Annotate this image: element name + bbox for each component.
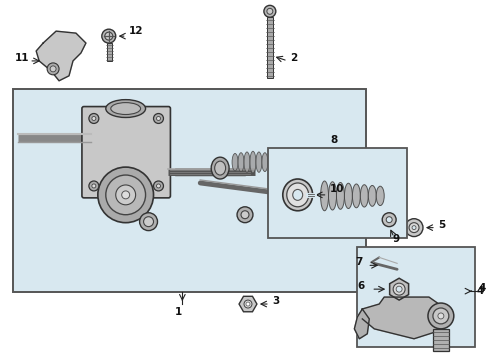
Circle shape <box>92 184 96 188</box>
Text: 5: 5 <box>438 220 445 230</box>
Circle shape <box>92 117 96 121</box>
Circle shape <box>412 226 416 230</box>
Ellipse shape <box>283 179 313 211</box>
Circle shape <box>156 117 161 121</box>
Text: 7: 7 <box>355 257 363 267</box>
Circle shape <box>122 191 130 199</box>
Bar <box>268 148 407 238</box>
Circle shape <box>47 63 59 75</box>
Ellipse shape <box>320 181 328 211</box>
Circle shape <box>428 303 454 329</box>
Circle shape <box>50 66 56 72</box>
Ellipse shape <box>360 185 368 207</box>
Circle shape <box>241 211 249 219</box>
Polygon shape <box>239 296 257 312</box>
Circle shape <box>89 181 99 191</box>
Bar <box>13 89 367 292</box>
Ellipse shape <box>328 182 337 210</box>
Ellipse shape <box>244 152 250 172</box>
Circle shape <box>106 175 146 215</box>
Circle shape <box>140 213 157 231</box>
Bar <box>107 43 112 61</box>
FancyBboxPatch shape <box>82 107 171 198</box>
Ellipse shape <box>376 186 384 206</box>
Polygon shape <box>362 297 444 339</box>
Ellipse shape <box>238 153 244 172</box>
Text: 10: 10 <box>329 184 344 194</box>
Circle shape <box>144 217 153 227</box>
Circle shape <box>156 184 161 188</box>
Circle shape <box>267 8 273 14</box>
Ellipse shape <box>337 183 344 209</box>
Text: 8: 8 <box>331 135 338 145</box>
Ellipse shape <box>250 151 256 173</box>
Text: 12: 12 <box>129 26 143 36</box>
Circle shape <box>102 29 116 43</box>
Circle shape <box>116 185 136 205</box>
Ellipse shape <box>211 157 229 179</box>
Text: 3: 3 <box>272 296 279 306</box>
Circle shape <box>433 308 449 324</box>
Circle shape <box>386 217 392 223</box>
Ellipse shape <box>268 153 274 171</box>
Circle shape <box>396 286 402 292</box>
Ellipse shape <box>106 100 146 117</box>
Circle shape <box>246 302 250 306</box>
Ellipse shape <box>344 183 352 208</box>
Circle shape <box>409 223 419 233</box>
Ellipse shape <box>352 184 360 208</box>
Ellipse shape <box>287 183 309 207</box>
Ellipse shape <box>293 189 303 201</box>
Text: 1: 1 <box>175 307 182 317</box>
Text: 4: 4 <box>477 286 484 296</box>
Ellipse shape <box>215 161 225 175</box>
Circle shape <box>89 113 99 123</box>
Polygon shape <box>354 309 369 339</box>
Ellipse shape <box>262 153 268 172</box>
Text: 9: 9 <box>392 234 399 243</box>
Text: 2: 2 <box>290 53 297 63</box>
Bar <box>357 247 475 347</box>
Text: 4: 4 <box>479 283 486 293</box>
Text: 11: 11 <box>15 53 30 63</box>
Bar <box>433 329 449 351</box>
Circle shape <box>264 5 276 17</box>
Circle shape <box>237 207 253 223</box>
Ellipse shape <box>111 103 141 114</box>
Bar <box>267 17 273 78</box>
Circle shape <box>438 313 444 319</box>
Circle shape <box>382 213 396 227</box>
Circle shape <box>153 181 164 191</box>
Circle shape <box>405 219 423 237</box>
Polygon shape <box>36 31 86 81</box>
Circle shape <box>393 283 405 295</box>
Ellipse shape <box>232 153 238 171</box>
Polygon shape <box>390 278 409 300</box>
Circle shape <box>105 32 113 40</box>
Circle shape <box>153 113 164 123</box>
Text: 6: 6 <box>357 281 365 291</box>
Circle shape <box>98 167 153 223</box>
Circle shape <box>244 300 252 308</box>
Ellipse shape <box>368 185 376 206</box>
Ellipse shape <box>256 152 262 172</box>
